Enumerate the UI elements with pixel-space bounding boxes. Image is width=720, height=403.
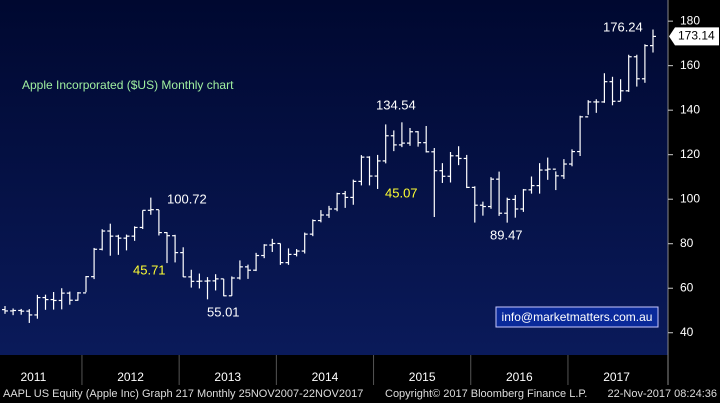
y-tick-label: 100 (680, 191, 700, 205)
x-axis-band (0, 355, 668, 385)
footer-date: 22-Nov-2017 08:24:36 (608, 388, 717, 400)
footer-left: AAPL US Equity (Apple Inc) Graph 217 Mon… (3, 388, 363, 400)
annotation: 55.01 (207, 304, 240, 319)
y-tick-label: 180 (680, 13, 700, 27)
last-price-label: 173.14 (678, 29, 715, 43)
annotation: 45.71 (133, 262, 166, 277)
watermark-box (495, 306, 659, 328)
annotation: 134.54 (376, 97, 416, 112)
y-tick-label: 160 (680, 58, 700, 72)
annotation: 176.24 (603, 19, 643, 34)
footer-copyright: Copyright© 2017 Bloomberg Finance L.P. (385, 388, 587, 400)
footer-band (0, 385, 720, 403)
x-tick-label: 2011 (20, 370, 46, 384)
y-tick-label: 140 (680, 102, 700, 116)
x-tick-label: 2013 (214, 370, 241, 384)
y-axis-band (668, 0, 720, 385)
watermark: info@marketmatters.com.au (502, 310, 653, 324)
plot-area (0, 0, 668, 355)
x-tick-label: 2012 (117, 370, 144, 384)
x-tick-label: 2017 (603, 370, 630, 384)
annotation: 100.72 (167, 191, 207, 206)
x-tick-label: 2014 (312, 370, 339, 384)
x-tick-label: 2016 (506, 370, 533, 384)
chart-title: Apple Incorporated ($US) Monthly chart (22, 78, 234, 92)
last-price-box (669, 27, 719, 46)
x-tick-label: 2015 (409, 370, 436, 384)
annotation: 45.07 (385, 185, 418, 200)
y-tick-label: 80 (680, 236, 694, 250)
y-tick-label: 60 (680, 280, 694, 294)
y-tick-label: 40 (680, 325, 694, 339)
y-tick-label: 120 (680, 147, 700, 161)
annotation: 89.47 (490, 227, 523, 242)
